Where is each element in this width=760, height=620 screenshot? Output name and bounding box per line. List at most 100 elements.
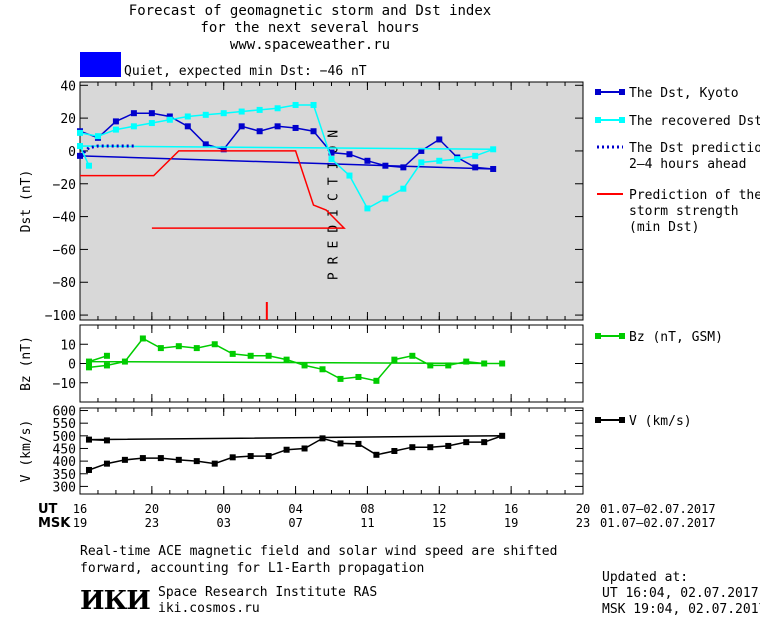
data-point [85, 466, 92, 473]
data-point [391, 448, 398, 454]
msk-tick-label: 19 [73, 516, 87, 530]
data-point [94, 133, 101, 140]
series-line [78, 144, 134, 158]
iki-logo: ИКИ [80, 586, 151, 616]
msk-tick-label: 23 [145, 516, 159, 530]
data-point [364, 205, 371, 212]
data-point [184, 123, 191, 130]
data-point [436, 157, 443, 164]
data-point [319, 366, 326, 373]
data-point [85, 358, 92, 365]
prediction-label: PREDICTION [327, 122, 342, 280]
data-point [472, 152, 479, 159]
ut-tick-label: 00 [216, 502, 230, 516]
data-point [121, 456, 128, 463]
data-point [112, 118, 119, 125]
data-point [292, 124, 299, 131]
ut-date-range: 01.07–02.07.2017 [600, 502, 716, 516]
data-point [238, 123, 245, 130]
series-line [88, 337, 503, 382]
data-point [355, 440, 362, 447]
data-point [409, 352, 416, 359]
legend-label: The Dst prediction [629, 141, 760, 156]
data-point [85, 162, 92, 169]
msk-axis-label: MSK [38, 516, 71, 531]
data-point [409, 444, 416, 451]
legend-marker [595, 417, 601, 423]
y-tick-label: −80 [53, 276, 76, 291]
y-tick-label: 400 [53, 455, 76, 470]
prediction-region [80, 82, 583, 320]
data-point [274, 123, 281, 130]
data-point [166, 116, 173, 123]
ut-tick-label: 20 [576, 502, 590, 516]
legend-label: (min Dst) [629, 220, 699, 235]
data-point [463, 439, 470, 446]
status-color-box [80, 52, 121, 77]
data-point [85, 436, 92, 443]
data-point [256, 106, 263, 113]
data-point [130, 110, 137, 117]
legend-marker [595, 117, 601, 123]
y-tick-label: 600 [53, 405, 76, 420]
data-point [229, 454, 236, 461]
data-point [454, 156, 461, 163]
data-point [202, 111, 209, 118]
legend-marker [619, 333, 625, 339]
y-tick-label: 450 [53, 442, 76, 457]
data-point [319, 435, 326, 442]
y-tick-label: −20 [53, 178, 76, 193]
data-point [490, 146, 497, 153]
data-point [346, 172, 353, 179]
y-tick-label: 550 [53, 417, 76, 432]
y-axis-label: V (km/s) [19, 420, 34, 483]
data-point [337, 440, 344, 447]
legend-label: Bz (nT, GSM) [629, 330, 723, 345]
data-point [112, 126, 119, 133]
data-point [130, 123, 137, 130]
legend-label: The recovered Dst [629, 114, 760, 129]
data-point [490, 165, 497, 172]
y-tick-label: 40 [60, 79, 76, 94]
legend-label: Prediction of the [629, 188, 760, 203]
data-point [328, 149, 335, 156]
footer-note-line-1: Real-time ACE magnetic field and solar w… [80, 544, 558, 559]
institute-name: Space Research Institute RAS [158, 585, 378, 600]
data-point [265, 352, 272, 359]
data-point [355, 373, 362, 380]
data-point [77, 129, 83, 136]
data-point [463, 358, 470, 365]
legend-marker [595, 89, 601, 95]
data-point [445, 362, 452, 369]
footer-note-line-2: forward, accounting for L1-Earth propaga… [80, 561, 425, 576]
data-point [103, 362, 110, 369]
data-point [382, 162, 389, 169]
website-link[interactable]: www.spaceweather.ru [229, 37, 391, 53]
data-point [337, 375, 344, 382]
status-text: Quiet, expected min Dst: −46 nT [124, 64, 367, 79]
data-point [103, 460, 110, 467]
legend: The Dst, Kyoto The recovered Dst The Dst p… [595, 86, 760, 429]
data-point [328, 156, 335, 163]
data-point [265, 453, 272, 460]
data-point [427, 444, 434, 451]
y-axis-label: Dst (nT) [19, 170, 34, 233]
y-tick-label: 350 [53, 468, 76, 483]
data-point [193, 345, 200, 352]
data-point [77, 143, 83, 150]
panel-frame [79, 324, 584, 403]
data-point [211, 460, 218, 467]
msk-tick-label: 11 [360, 516, 374, 530]
legend-marker [619, 417, 625, 423]
institute-url[interactable]: iki.cosmos.ru [158, 601, 260, 616]
y-tick-label: 500 [53, 430, 76, 445]
data-point [157, 455, 164, 462]
data-point [121, 358, 128, 365]
bz-panel: 10 0 −10 Bz (nT) [19, 324, 584, 403]
data-point [283, 356, 290, 363]
legend-marker [619, 89, 625, 95]
data-point [175, 343, 182, 350]
updated-label: Updated at: [602, 570, 689, 585]
msk-tick-label: 19 [504, 516, 518, 530]
